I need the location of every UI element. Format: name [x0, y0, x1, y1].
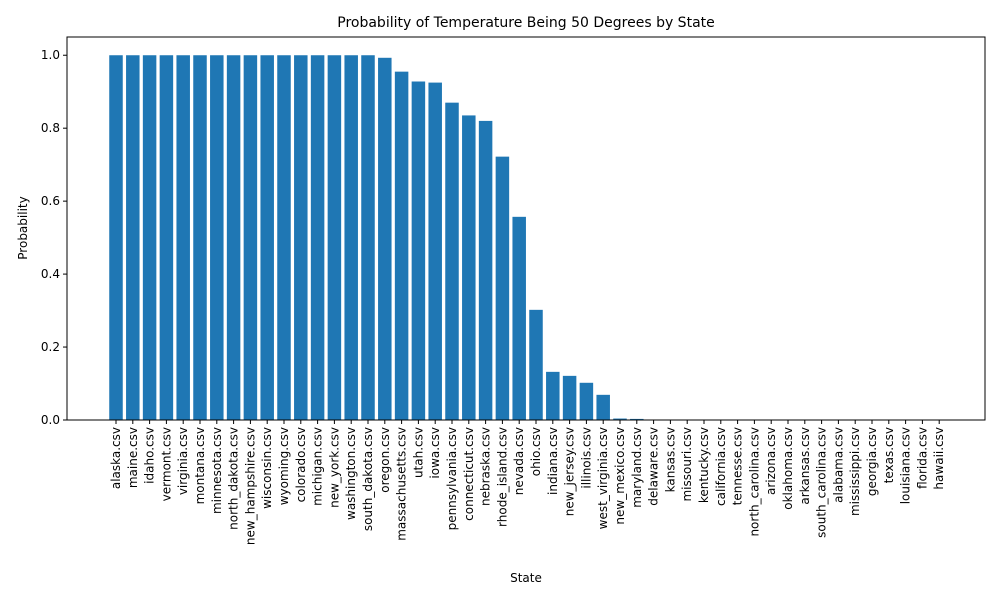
bar-massachusetts	[394, 71, 409, 421]
plot-frame	[66, 36, 986, 421]
bar-maryland	[630, 418, 644, 420]
x-tick-label: connecticut.csv	[462, 427, 476, 521]
bar-oregon	[378, 57, 392, 420]
x-tick-label: nevada.csv	[512, 427, 526, 495]
x-tick-label: texas.csv	[882, 427, 896, 483]
bar-minnesota	[210, 55, 224, 421]
bar-nevada	[512, 216, 526, 420]
x-tick-label: idaho.csv	[143, 427, 157, 484]
bar-michigan	[310, 55, 325, 421]
bar-new_hampshire	[243, 55, 258, 421]
y-tick-label: 0.2	[41, 340, 60, 354]
x-tick-label: montana.csv	[193, 427, 207, 504]
x-axis-ticks: alaska.csv maine.csv idaho.csv vermont.csv v…	[109, 420, 946, 545]
x-tick-label: wyoming.csv	[277, 427, 291, 505]
x-tick-label: arkansas.csv	[798, 427, 812, 505]
x-tick-label: new_hampshire.csv	[243, 427, 257, 545]
x-tick-label: minnesota.csv	[210, 427, 224, 514]
y-tick-label: 0.6	[41, 194, 60, 208]
x-tick-label: maryland.csv	[630, 427, 644, 508]
bar-pennsylvania	[445, 102, 459, 420]
bar-north_dakota	[226, 55, 241, 421]
x-tick-label: alaska.csv	[109, 427, 123, 489]
x-tick-label: kentucky.csv	[697, 427, 711, 503]
x-tick-label: ohio.csv	[529, 427, 543, 476]
x-tick-label: utah.csv	[411, 427, 425, 478]
x-tick-label: south_carolina.csv	[815, 427, 829, 538]
x-tick-label: hawaii.csv	[932, 427, 946, 490]
y-tick-label: 0.4	[41, 267, 60, 281]
x-tick-label: washington.csv	[344, 427, 358, 520]
x-tick-label: florida.csv	[915, 427, 929, 489]
x-tick-label: tennesse.csv	[731, 427, 745, 505]
x-tick-label: oklahoma.csv	[781, 427, 795, 510]
y-tick-label: 0.0	[41, 413, 60, 427]
x-tick-label: maine.csv	[126, 427, 140, 488]
x-tick-label: new_jersey.csv	[563, 427, 577, 516]
x-tick-label: west_virginia.csv	[596, 427, 610, 529]
bar-idaho	[142, 55, 157, 421]
y-tick-label: 0.8	[41, 121, 60, 135]
x-tick-label: kansas.csv	[663, 427, 677, 492]
bar-rhode_island	[495, 156, 510, 420]
bar-montana	[193, 55, 207, 421]
bar-alaska	[109, 55, 123, 421]
x-tick-label: michigan.csv	[311, 427, 325, 506]
bar-wyoming	[277, 55, 291, 421]
y-tick-label: 1.0	[41, 48, 60, 62]
x-tick-label: rhode_island.csv	[495, 427, 509, 527]
bar-washington	[344, 55, 358, 421]
x-tick-label: delaware.csv	[647, 427, 661, 506]
bar-new_mexico	[613, 418, 627, 420]
x-tick-label: massachusetts.csv	[395, 427, 409, 541]
x-tick-label: louisiana.csv	[899, 427, 913, 504]
x-tick-label: south_dakota.csv	[361, 427, 375, 531]
x-tick-label: nebraska.csv	[479, 427, 493, 506]
bar-ohio	[529, 309, 543, 420]
bar-new_jersey	[562, 375, 577, 420]
x-tick-label: indiana.csv	[546, 427, 560, 495]
x-axis-label: State	[510, 571, 542, 585]
x-tick-label: georgia.csv	[865, 427, 879, 496]
x-tick-label: iowa.csv	[428, 427, 442, 479]
bar-west_virginia	[596, 394, 610, 420]
x-tick-label: california.csv	[714, 427, 728, 506]
bar-connecticut	[462, 115, 476, 421]
bar-nebraska	[478, 120, 493, 421]
chart-title: Probability of Temperature Being 50 Degr…	[337, 15, 715, 31]
x-tick-label: virginia.csv	[176, 427, 190, 495]
x-tick-label: pennsylvania.csv	[445, 427, 459, 530]
x-tick-label: missouri.csv	[680, 427, 694, 502]
bar-virginia	[176, 55, 190, 421]
bars-group	[109, 55, 661, 421]
bar-iowa	[428, 82, 442, 420]
bar-new_york	[327, 55, 342, 421]
bar-maine	[126, 55, 140, 421]
y-axis-label: Probability	[16, 196, 30, 259]
x-tick-label: alabama.csv	[831, 427, 845, 503]
bar-indiana	[546, 371, 560, 420]
x-tick-label: new_mexico.csv	[613, 427, 627, 525]
x-tick-label: north_dakota.csv	[227, 427, 241, 530]
bar-wisconsin	[260, 55, 274, 421]
bar-vermont	[159, 55, 174, 421]
bar-illinois	[579, 382, 594, 420]
x-tick-label: colorado.csv	[294, 427, 308, 502]
x-tick-label: vermont.csv	[159, 427, 173, 501]
x-tick-label: mississippi.csv	[848, 427, 862, 516]
x-tick-label: wisconsin.csv	[260, 427, 274, 509]
x-tick-label: new_york.csv	[327, 427, 341, 508]
x-tick-label: illinois.csv	[579, 427, 593, 489]
bar-utah	[411, 81, 426, 420]
x-tick-label: arizona.csv	[764, 427, 778, 495]
x-tick-label: oregon.csv	[378, 427, 392, 493]
y-axis-ticks: 0.0 0.2 0.4 0.6 0.8 1.0	[41, 48, 67, 427]
bar-colorado	[294, 55, 308, 421]
bar-south_dakota	[361, 55, 375, 421]
x-tick-label: north_carolina.csv	[747, 427, 761, 537]
